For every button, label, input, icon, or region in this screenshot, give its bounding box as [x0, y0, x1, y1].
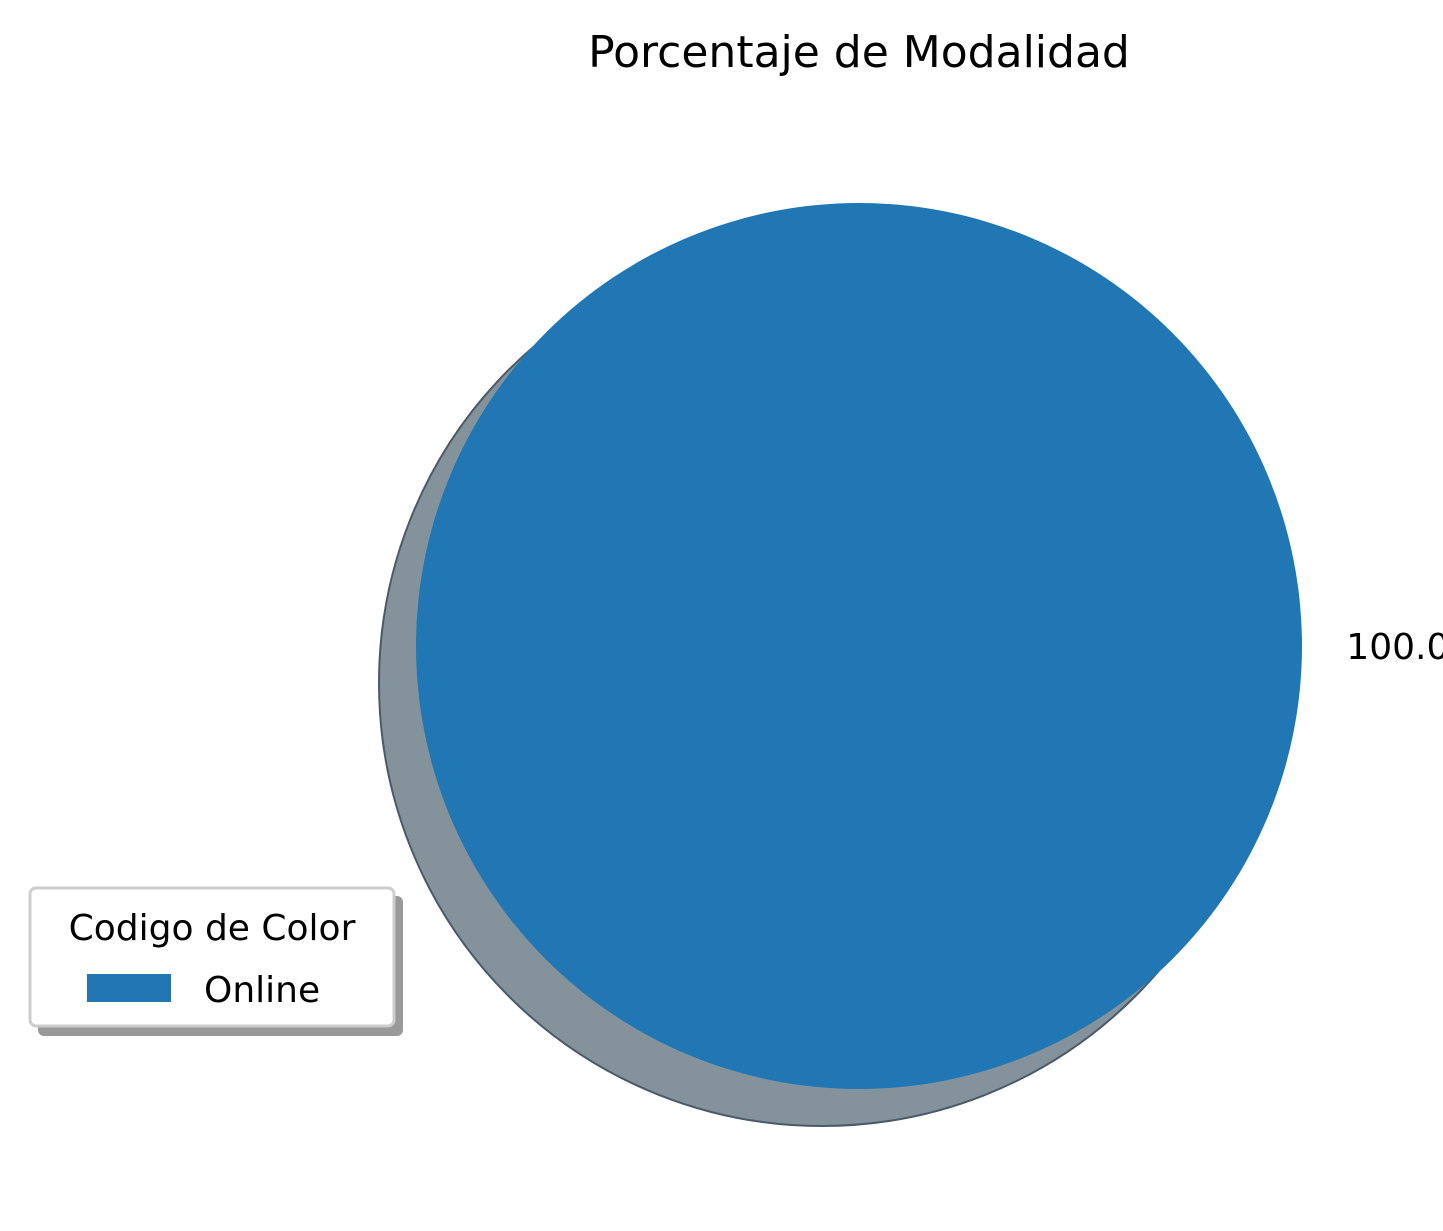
pie-label-online: 100.0%	[1346, 627, 1443, 668]
pie-group: 100.0%	[378, 203, 1443, 1127]
legend-swatch-online	[87, 974, 171, 1002]
legend: Codigo de Color Online	[28, 886, 403, 1036]
chart-title: Porcentaje de Modalidad	[588, 27, 1130, 78]
pie-slice-online	[416, 203, 1302, 1089]
legend-label-online: Online	[204, 970, 320, 1011]
legend-title: Codigo de Color	[69, 908, 356, 949]
